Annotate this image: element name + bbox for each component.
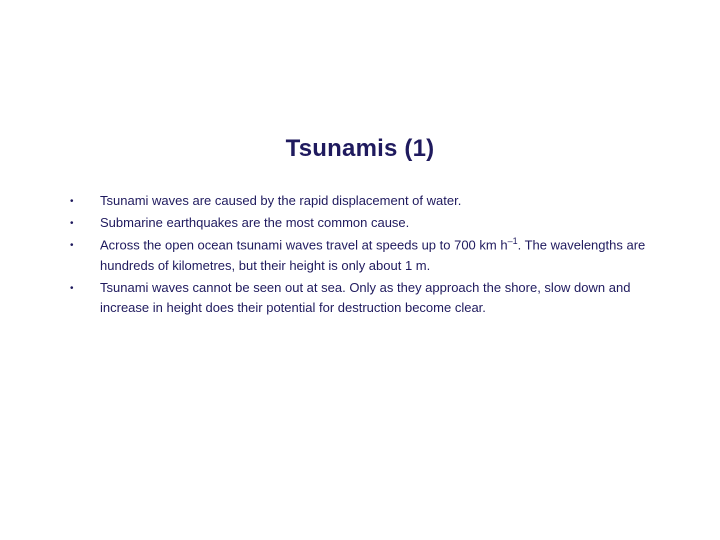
slide: Tsunamis (1) • Tsunami waves are caused … (0, 0, 720, 540)
slide-title: Tsunamis (1) (70, 135, 650, 163)
bullet-text: Tsunami waves are caused by the rapid di… (100, 191, 650, 211)
bullet-text: Across the open ocean tsunami waves trav… (100, 235, 650, 276)
bullet-text: Tsunami waves cannot be seen out at sea.… (100, 278, 650, 318)
bullet-marker-icon: • (70, 191, 100, 210)
list-item: • Submarine earthquakes are the most com… (70, 213, 650, 233)
bullet-marker-icon: • (70, 213, 100, 232)
bullet-marker-icon: • (70, 235, 100, 254)
bullet-text: Submarine earthquakes are the most commo… (100, 213, 650, 233)
list-item: • Tsunami waves cannot be seen out at se… (70, 278, 650, 318)
bullet-list: • Tsunami waves are caused by the rapid … (70, 191, 650, 318)
list-item: • Across the open ocean tsunami waves tr… (70, 235, 650, 276)
list-item: • Tsunami waves are caused by the rapid … (70, 191, 650, 211)
bullet-marker-icon: • (70, 278, 100, 297)
